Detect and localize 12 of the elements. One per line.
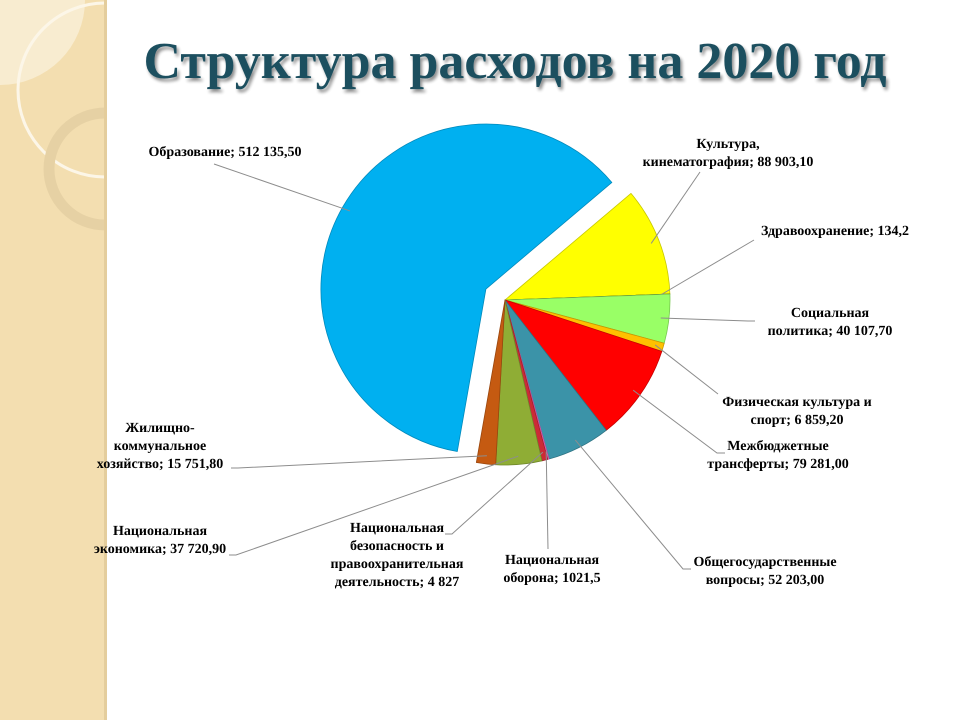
slice-label: Здравоохранение; 134,2: [760, 224, 910, 239]
slice-label: Культура, кинематография; 88 903,10: [642, 137, 814, 170]
slice-label: Межбюджетные трансферты; 79 281,00: [707, 439, 849, 472]
slice-label: Общегосударственные вопросы; 52 203,00: [693, 555, 837, 588]
slice-label: Национальная безопасность и правоохранительная деятельность; 4 827: [330, 521, 464, 590]
chart-title: Структура расходов на 2020 год: [143, 33, 887, 90]
slice-label: Жилищно-коммунальное хозяйство; 15 751,80: [96, 421, 224, 472]
slice-label: Социальная политика; 40 107,70: [768, 306, 892, 339]
slice-label: Образование; 512 135,50: [148, 145, 302, 160]
slice-label: Национальная экономика; 37 720,90: [94, 524, 226, 557]
slice-label: Национальная оборона; 1021,5: [503, 553, 601, 586]
slice-label: Физическая культура и спорт; 6 859,20: [722, 395, 872, 428]
